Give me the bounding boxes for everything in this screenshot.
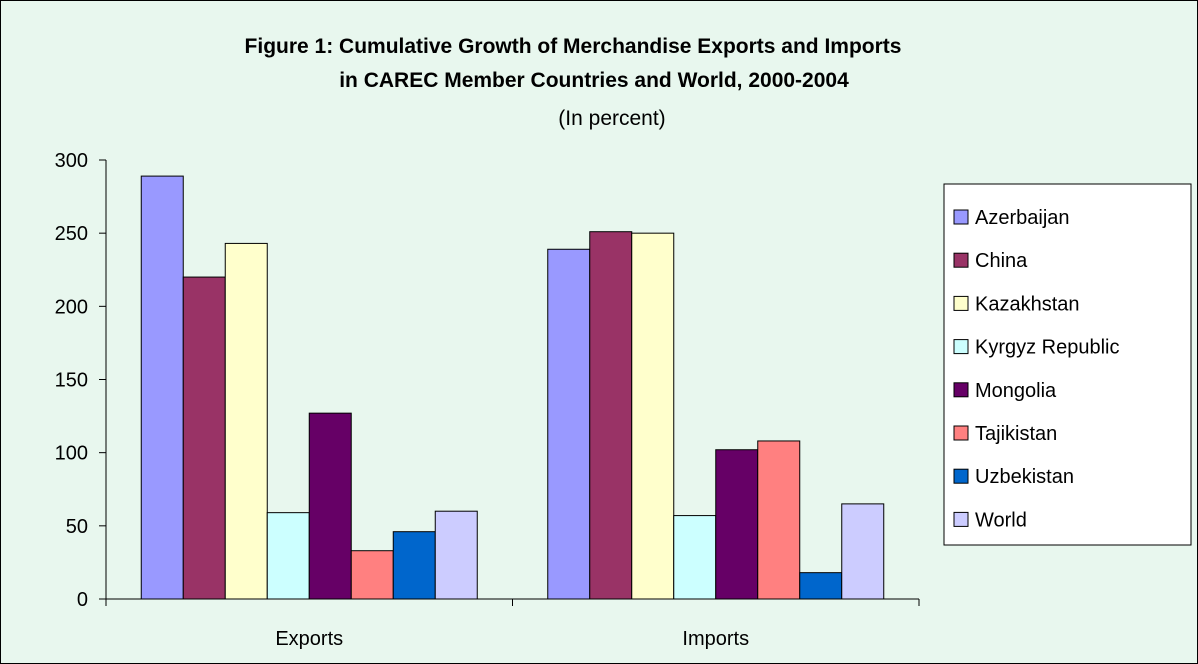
bar-kazakhstan-exports <box>224 242 268 600</box>
bar-mongolia-exports <box>308 412 352 600</box>
x-category-label: Imports <box>682 628 749 650</box>
y-tick-label: 50 <box>66 516 88 538</box>
bar-kyrgyz-republic-imports <box>673 515 717 600</box>
legend-swatch-tajikistan <box>953 425 969 441</box>
legend-label: Azerbaijan <box>975 207 1070 229</box>
legend-label: Tajikistan <box>975 423 1057 445</box>
bar-azerbaijan-exports <box>140 175 184 600</box>
legend-swatch-uzbekistan <box>953 468 969 484</box>
y-tick-label: 0 <box>77 589 88 611</box>
legend-swatch-kazakhstan <box>953 295 969 311</box>
chart-title: Figure 1: Cumulative Growth of Merchandi… <box>245 35 902 58</box>
legend-box <box>943 183 1192 546</box>
legend: Azerbaijan China Kazakhstan Kyrgyz Republic… <box>943 183 1192 546</box>
y-tick-label: 250 <box>55 223 88 245</box>
legend-swatch-kyrgyz-republic <box>953 339 969 355</box>
legend-swatch-mongolia <box>953 382 969 398</box>
bar-world-imports <box>841 503 885 600</box>
bar-uzbekistan-imports <box>799 572 843 600</box>
bar-mongolia-imports <box>715 449 759 600</box>
bar-uzbekistan-exports <box>392 531 436 600</box>
y-tick-label: 150 <box>55 370 88 392</box>
legend-label: World <box>975 509 1027 531</box>
plot-area: 0 50 100 150 200 250 300 Exports Imports <box>55 150 920 650</box>
legend-swatch-azerbaijan <box>953 209 969 225</box>
y-tick-label: 100 <box>55 443 88 465</box>
bar-kazakhstan-imports <box>631 232 675 600</box>
chart-subtitle: (In percent) <box>558 107 665 130</box>
x-category-label: Exports <box>275 628 343 650</box>
legend-label: Mongolia <box>975 380 1057 402</box>
bar-world-exports <box>434 510 478 600</box>
bar-kyrgyz-republic-exports <box>266 512 310 600</box>
legend-swatch-world <box>953 511 969 527</box>
bar-tajikistan-exports <box>350 550 394 600</box>
legend-swatch-china <box>953 252 969 268</box>
legend-label: Uzbekistan <box>975 466 1074 488</box>
legend-label: Kyrgyz Republic <box>975 337 1120 359</box>
y-tick-label: 300 <box>55 150 88 172</box>
bar-china-imports <box>589 231 633 600</box>
bar-china-exports <box>182 276 226 600</box>
y-tick-label: 200 <box>55 296 88 318</box>
legend-label: Kazakhstan <box>975 293 1080 315</box>
bar-tajikistan-imports <box>757 440 801 600</box>
bar-azerbaijan-imports <box>547 248 591 600</box>
legend-label: China <box>975 250 1028 272</box>
chart-title-line2: in CAREC Member Countries and World, 200… <box>339 69 849 92</box>
